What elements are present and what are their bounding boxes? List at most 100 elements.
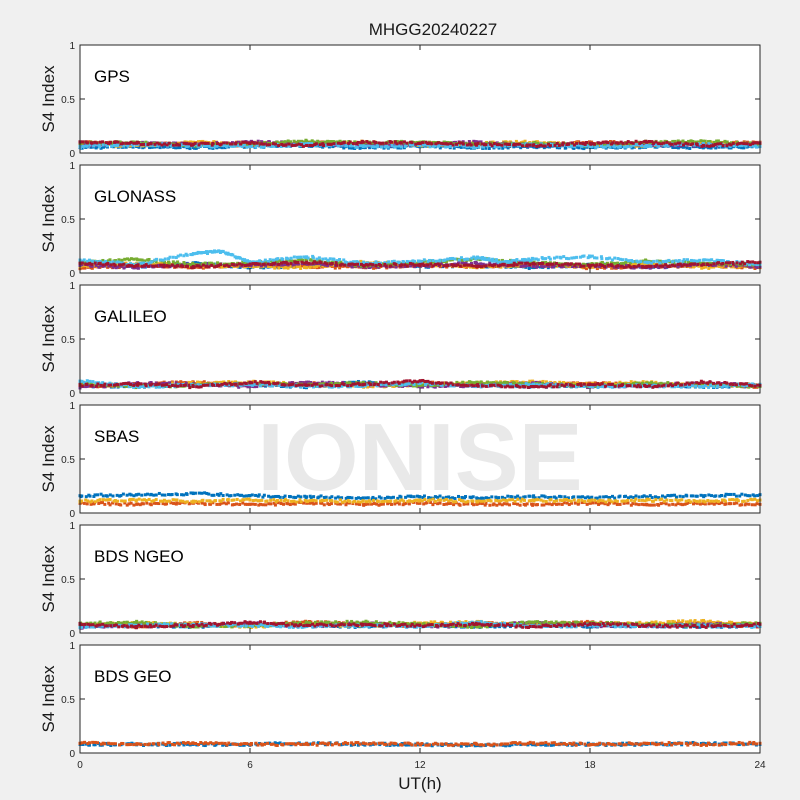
data-point-series-7 [129,140,133,144]
data-point-series-7 [520,144,524,148]
data-point-series-6 [422,143,426,147]
data-point-series-1 [681,145,685,149]
data-point-series-7 [724,261,728,265]
data-point-series-7 [176,264,180,268]
data-point-series-7 [200,141,204,145]
data-point-series-7 [475,265,479,269]
data-point-series-1 [220,146,224,150]
data-point-series-7 [492,142,496,146]
data-point-series-3 [523,139,527,143]
panel-label: GPS [94,67,130,86]
data-point-series-4 [755,265,759,269]
data-point-series-1 [621,145,625,149]
data-point-series-1 [484,146,488,150]
data-point-series-1 [501,146,505,150]
data-point-series-3 [212,140,216,144]
data-point-series-7 [340,262,344,266]
data-point-series-7 [257,262,261,266]
data-point-series-7 [322,143,326,147]
data-point-series-6 [685,258,689,262]
data-point-series-4 [475,261,479,265]
data-point-series-6 [88,258,92,262]
data-point-series-1 [124,145,128,149]
data-point-series-6 [677,259,681,263]
data-point-series-7 [467,263,471,267]
data-point-series-6 [595,145,599,149]
data-point-series-6 [475,256,479,260]
data-point-series-7 [446,264,450,268]
data-point-series-6 [242,143,246,147]
data-point-series-6 [754,145,758,149]
data-point-series-1 [89,145,93,149]
data-point-series-1 [215,146,219,150]
data-point-series-7 [743,262,747,266]
data-point-series-7 [231,263,235,267]
data-point-series-7 [371,263,375,267]
data-point-series-7 [384,141,388,145]
data-point-series-6 [390,144,394,148]
data-point-series-6 [536,258,540,262]
data-point-series-7 [81,140,85,144]
data-point-series-7 [330,261,334,265]
data-point-series-6 [412,259,416,263]
data-point-series-1 [555,146,559,150]
data-point-series-7 [248,141,252,145]
data-point-series-7 [506,263,510,267]
data-point-series-7 [585,140,589,144]
data-point-series-7 [418,262,422,266]
data-point-series-1 [191,146,195,150]
data-point-series-6 [608,256,612,260]
data-point-series-7 [400,263,404,267]
data-point-series-6 [171,255,175,259]
data-point-series-6 [595,256,599,260]
data-point-series-7 [561,141,565,145]
data-point-series-4 [237,141,241,145]
data-point-series-1 [638,146,642,150]
data-point-series-7 [167,141,171,145]
data-point-series-7 [512,261,516,265]
data-point-series-7 [667,264,671,268]
data-point-series-7 [727,261,731,265]
axes-background [80,285,760,393]
data-point-series-7 [563,262,567,266]
data-points [78,138,762,151]
data-point-series-6 [292,255,296,259]
data-point-series-6 [434,259,438,263]
data-point-series-6 [667,258,671,262]
data-point-series-7 [381,141,385,145]
data-point-series-7 [157,142,161,146]
data-point-series-6 [286,257,290,261]
data-point-series-7 [348,140,352,144]
data-point-series-1 [688,146,692,150]
data-point-series-7 [655,263,659,267]
data-point-series-7 [436,141,440,145]
data-point-series-7 [305,260,309,264]
data-point-series-7 [721,261,725,265]
data-point-series-7 [230,142,234,146]
data-point-series-6 [155,257,159,261]
data-point-series-6 [515,258,519,262]
data-point-series-6 [101,143,105,147]
data-point-series-7 [657,142,661,146]
data-point-series-7 [742,142,746,146]
data-point-series-3 [201,139,205,143]
data-point-series-7 [390,140,394,144]
data-point-series-2 [608,139,612,143]
data-point-series-1 [558,146,562,150]
data-point-series-1 [99,146,103,150]
data-point-series-3 [598,143,602,147]
data-point-series-7 [422,263,426,267]
data-point-series-6 [305,255,309,259]
data-point-series-7 [480,265,484,269]
data-point-series-7 [464,263,468,267]
data-point-series-3 [391,141,395,145]
data-point-series-7 [639,141,643,145]
data-point-series-7 [403,263,407,267]
data-point-series-7 [541,261,545,265]
data-point-series-7 [626,140,630,144]
data-point-series-7 [645,140,649,144]
data-point-series-6 [185,253,189,257]
data-point-series-7 [431,264,435,268]
